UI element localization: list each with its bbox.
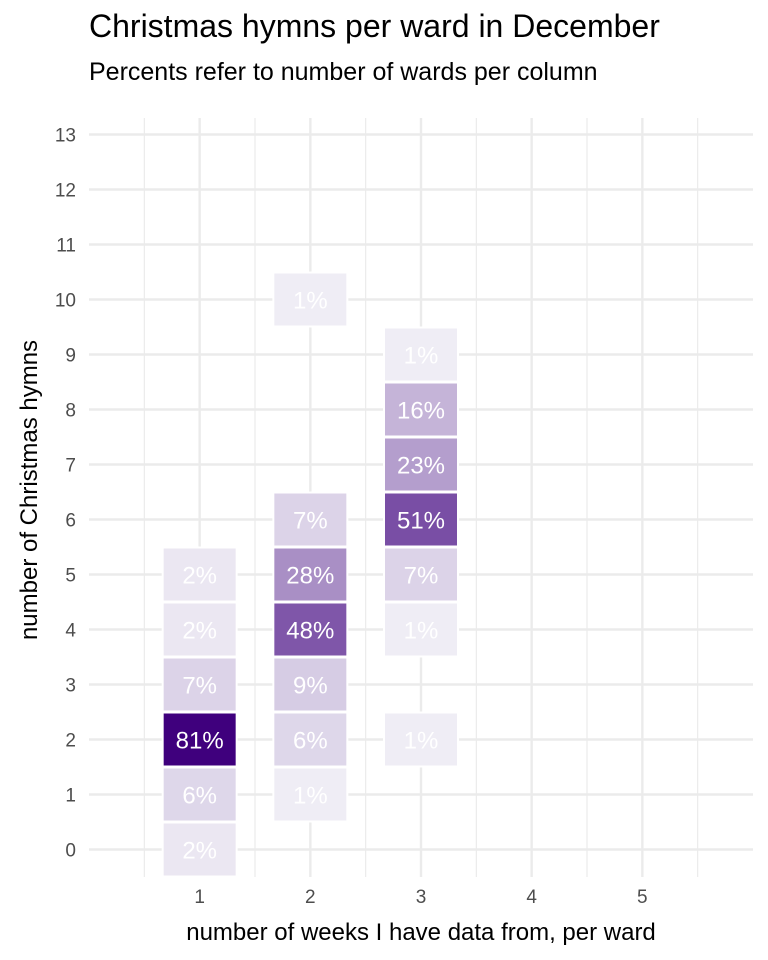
- heatmap-cell: [272, 711, 349, 768]
- heatmap-cell: [383, 381, 459, 438]
- x-tick-label: 1: [194, 887, 205, 908]
- chart-title: Christmas hymns per ward in December: [89, 8, 660, 44]
- cell-value-label: 81%: [176, 728, 224, 755]
- heatmap-cell: [272, 766, 349, 823]
- y-tick-label: 3: [65, 676, 76, 697]
- cell-value-label: 23%: [397, 453, 445, 480]
- cell-labels: 2% 6% 81% 7% 2% 2% 1% 6% 9% 48% 28% 7% 1% 1% 1% 7% 51% 23…: [176, 288, 445, 865]
- y-axis-title: number of Christmas hymns: [16, 340, 43, 640]
- heatmap-cell: [161, 766, 238, 823]
- cell-value-label: 1%: [404, 618, 439, 645]
- heatmap-cell: [383, 711, 459, 768]
- heatmap-cell: [161, 711, 238, 768]
- y-tick-label: 4: [65, 621, 76, 642]
- heatmap-cell: [272, 601, 349, 658]
- x-tick-label: 5: [637, 887, 648, 908]
- cell-value-label: 7%: [182, 673, 217, 700]
- y-tick-label: 0: [65, 841, 76, 862]
- cell-value-label: 1%: [404, 343, 439, 370]
- x-axis-title: number of weeks I have data from, per wa…: [186, 919, 656, 946]
- heatmap-cell: [272, 491, 349, 548]
- y-tick-label: 7: [65, 456, 76, 477]
- y-tick-label: 12: [55, 181, 76, 202]
- y-tick-label: 2: [65, 731, 76, 752]
- heatmap-cell: [161, 656, 238, 713]
- y-tick-label: 13: [55, 126, 76, 147]
- cell-value-label: 28%: [286, 563, 334, 590]
- y-tick-label: 5: [65, 566, 76, 587]
- heatmap-cell: [272, 546, 349, 603]
- heatmap-cell: [272, 271, 349, 328]
- y-tick-label: 9: [65, 346, 76, 367]
- cell-value-label: 16%: [397, 398, 445, 425]
- x-tick-label: 2: [305, 887, 316, 908]
- cell-value-label: 2%: [182, 618, 217, 645]
- y-tick-label: 8: [65, 401, 76, 422]
- y-tick-label: 11: [56, 236, 76, 257]
- y-tick-label: 6: [65, 511, 76, 532]
- cell-value-label: 7%: [404, 563, 439, 590]
- cell-value-label: 9%: [293, 673, 328, 700]
- cell-value-label: 2%: [182, 563, 217, 590]
- cell-value-label: 51%: [397, 508, 445, 535]
- cell-value-label: 7%: [293, 508, 328, 535]
- cell-value-label: 6%: [293, 728, 328, 755]
- y-tick-label: 1: [65, 786, 76, 807]
- cell-value-label: 2%: [182, 838, 217, 865]
- x-tick-label: 3: [416, 887, 427, 908]
- heatmap-cell: [161, 546, 238, 603]
- cell-value-label: 6%: [182, 783, 217, 810]
- chart-subtitle: Percents refer to number of wards per co…: [89, 58, 598, 86]
- y-tick-label: 10: [55, 291, 76, 312]
- heatmap-cell: [383, 326, 459, 383]
- cell-value-label: 1%: [293, 288, 328, 315]
- heatmap-cell: [383, 491, 459, 548]
- cell-value-label: 48%: [286, 618, 334, 645]
- cell-value-label: 1%: [293, 783, 328, 810]
- heatmap-cells: [161, 271, 459, 878]
- cell-value-label: 1%: [404, 728, 439, 755]
- x-tick-label: 4: [526, 887, 537, 908]
- heatmap-cell: [383, 546, 459, 603]
- heatmap-cell: [272, 656, 349, 713]
